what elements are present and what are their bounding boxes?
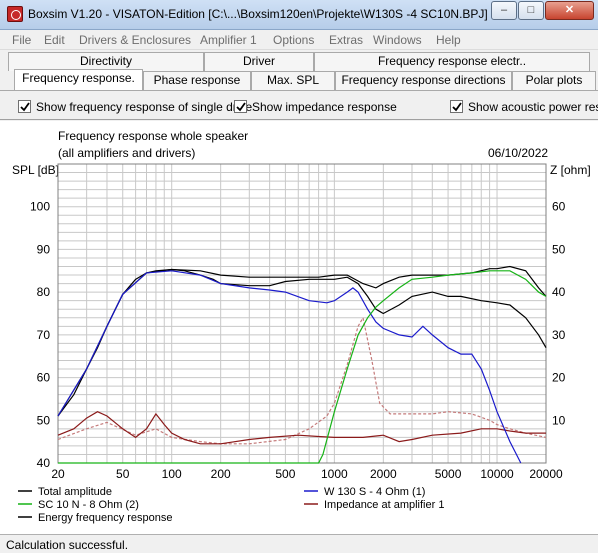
window-title: Boxsim V1.20 - VISATON-Edition [C:\...\B… bbox=[28, 7, 488, 21]
y-tick-label: 90 bbox=[37, 242, 51, 256]
menu-help[interactable]: Help bbox=[436, 33, 461, 47]
x-tick-label: 1000 bbox=[321, 467, 348, 481]
x-tick-label: 200 bbox=[211, 467, 231, 481]
y2-axis-label: Z [ohm] bbox=[550, 163, 591, 177]
tab-polar-plots[interactable]: Polar plots bbox=[512, 71, 596, 90]
menu-drivers-enclosures[interactable]: Drivers & Enclosures bbox=[79, 33, 192, 47]
tab-frequency-response-electrical[interactable]: Frequency response electr.. bbox=[314, 52, 590, 71]
tab-panel-border bbox=[0, 90, 598, 91]
menu-extras[interactable]: Extras bbox=[329, 33, 364, 47]
tab-driver[interactable]: Driver bbox=[204, 52, 314, 71]
checkbox-acoustic-power[interactable] bbox=[450, 100, 463, 113]
menu-file[interactable]: File bbox=[12, 33, 32, 47]
y2-tick-label: 20 bbox=[552, 371, 566, 385]
x-tick-label: 2000 bbox=[370, 467, 397, 481]
series-line-power bbox=[57, 316, 547, 445]
menu-bar: File Edit Drivers & Enclosures Amplifier… bbox=[0, 30, 598, 50]
y2-tick-label: 30 bbox=[552, 328, 566, 342]
minimize-button[interactable]: – bbox=[491, 1, 517, 20]
legend-label: Total amplitude bbox=[38, 486, 112, 498]
x-tick-label: 20 bbox=[51, 467, 65, 481]
tab-directivity[interactable]: Directivity bbox=[8, 52, 204, 71]
y2-tick-label: 50 bbox=[552, 242, 566, 256]
frequency-response-chart: Frequency response whole speaker (all am… bbox=[0, 121, 598, 534]
series-line-impedance bbox=[57, 411, 546, 445]
y-tick-label: 80 bbox=[37, 285, 51, 299]
y-tick-label: 50 bbox=[37, 413, 51, 427]
legend-label: Impedance at amplifier 1 bbox=[324, 499, 444, 511]
status-bar: Calculation successful. bbox=[0, 534, 598, 553]
chart-title: Frequency response whole speaker bbox=[58, 129, 249, 143]
legend-label: SC 10 N - 8 Ohm (2) bbox=[38, 499, 139, 511]
legend-label: Energy frequency response bbox=[38, 512, 173, 524]
checkbox-acoustic-power-label: Show acoustic power resp bbox=[468, 100, 598, 114]
app-icon bbox=[7, 6, 23, 22]
y-tick-label: 40 bbox=[37, 456, 51, 470]
y-tick-label: 60 bbox=[37, 371, 51, 385]
tab-frequency-response-directions[interactable]: Frequency response directions bbox=[335, 71, 512, 90]
x-tick-label: 5000 bbox=[435, 467, 462, 481]
legend-label: W 130 S - 4 Ohm (1) bbox=[324, 486, 425, 498]
chart-plot: 20 50 100 200 500 1000 2000 5000 10000 20000 40 50 6… bbox=[18, 163, 566, 524]
x-tick-label: 20000 bbox=[529, 467, 563, 481]
plot-frame bbox=[57, 163, 547, 464]
checkmark-icon bbox=[20, 102, 30, 112]
menu-amplifier-1[interactable]: Amplifier 1 bbox=[200, 33, 257, 47]
y-axis-label: SPL [dB] bbox=[12, 163, 59, 177]
checkmark-icon bbox=[452, 102, 462, 112]
menu-windows[interactable]: Windows bbox=[373, 33, 422, 47]
close-button[interactable]: ✕ bbox=[545, 1, 594, 20]
series-line-sc10n bbox=[58, 270, 547, 464]
checkbox-single-drive[interactable] bbox=[18, 100, 31, 113]
tab-phase-response[interactable]: Phase response bbox=[143, 71, 251, 90]
y2-tick-label: 60 bbox=[552, 200, 566, 214]
x-tick-label: 50 bbox=[116, 467, 130, 481]
series-line-energy bbox=[57, 265, 547, 417]
x-tick-label: 10000 bbox=[480, 467, 514, 481]
tab-frequency-response[interactable]: Frequency response. bbox=[14, 69, 143, 90]
series-line-w130 bbox=[57, 270, 522, 464]
y-tick-label: 70 bbox=[37, 328, 51, 342]
checkbox-single-drive-label: Show frequency response of single drive bbox=[36, 100, 253, 114]
status-text: Calculation successful. bbox=[6, 538, 129, 552]
menu-options[interactable]: Options bbox=[273, 33, 315, 47]
checkbox-impedance-label: Show impedance response bbox=[252, 100, 397, 114]
series-line-total bbox=[57, 268, 547, 417]
chart-subtitle: (all amplifiers and drivers) bbox=[58, 146, 196, 160]
checkbox-impedance[interactable] bbox=[234, 100, 247, 113]
tab-max-spl[interactable]: Max. SPL bbox=[251, 71, 335, 90]
title-bar: Boxsim V1.20 - VISATON-Edition [C:\...\B… bbox=[0, 0, 598, 30]
checkmark-icon bbox=[236, 102, 246, 112]
maximize-button[interactable]: □ bbox=[518, 1, 544, 20]
y2-tick-label: 10 bbox=[552, 413, 566, 427]
y-tick-label: 100 bbox=[30, 200, 50, 214]
x-tick-label: 100 bbox=[162, 467, 182, 481]
y2-tick-label: 40 bbox=[552, 285, 566, 299]
chart-date: 06/10/2022 bbox=[488, 146, 549, 160]
options-bar: Show frequency response of single drive … bbox=[0, 92, 598, 120]
menu-edit[interactable]: Edit bbox=[44, 33, 65, 47]
x-tick-label: 500 bbox=[275, 467, 295, 481]
